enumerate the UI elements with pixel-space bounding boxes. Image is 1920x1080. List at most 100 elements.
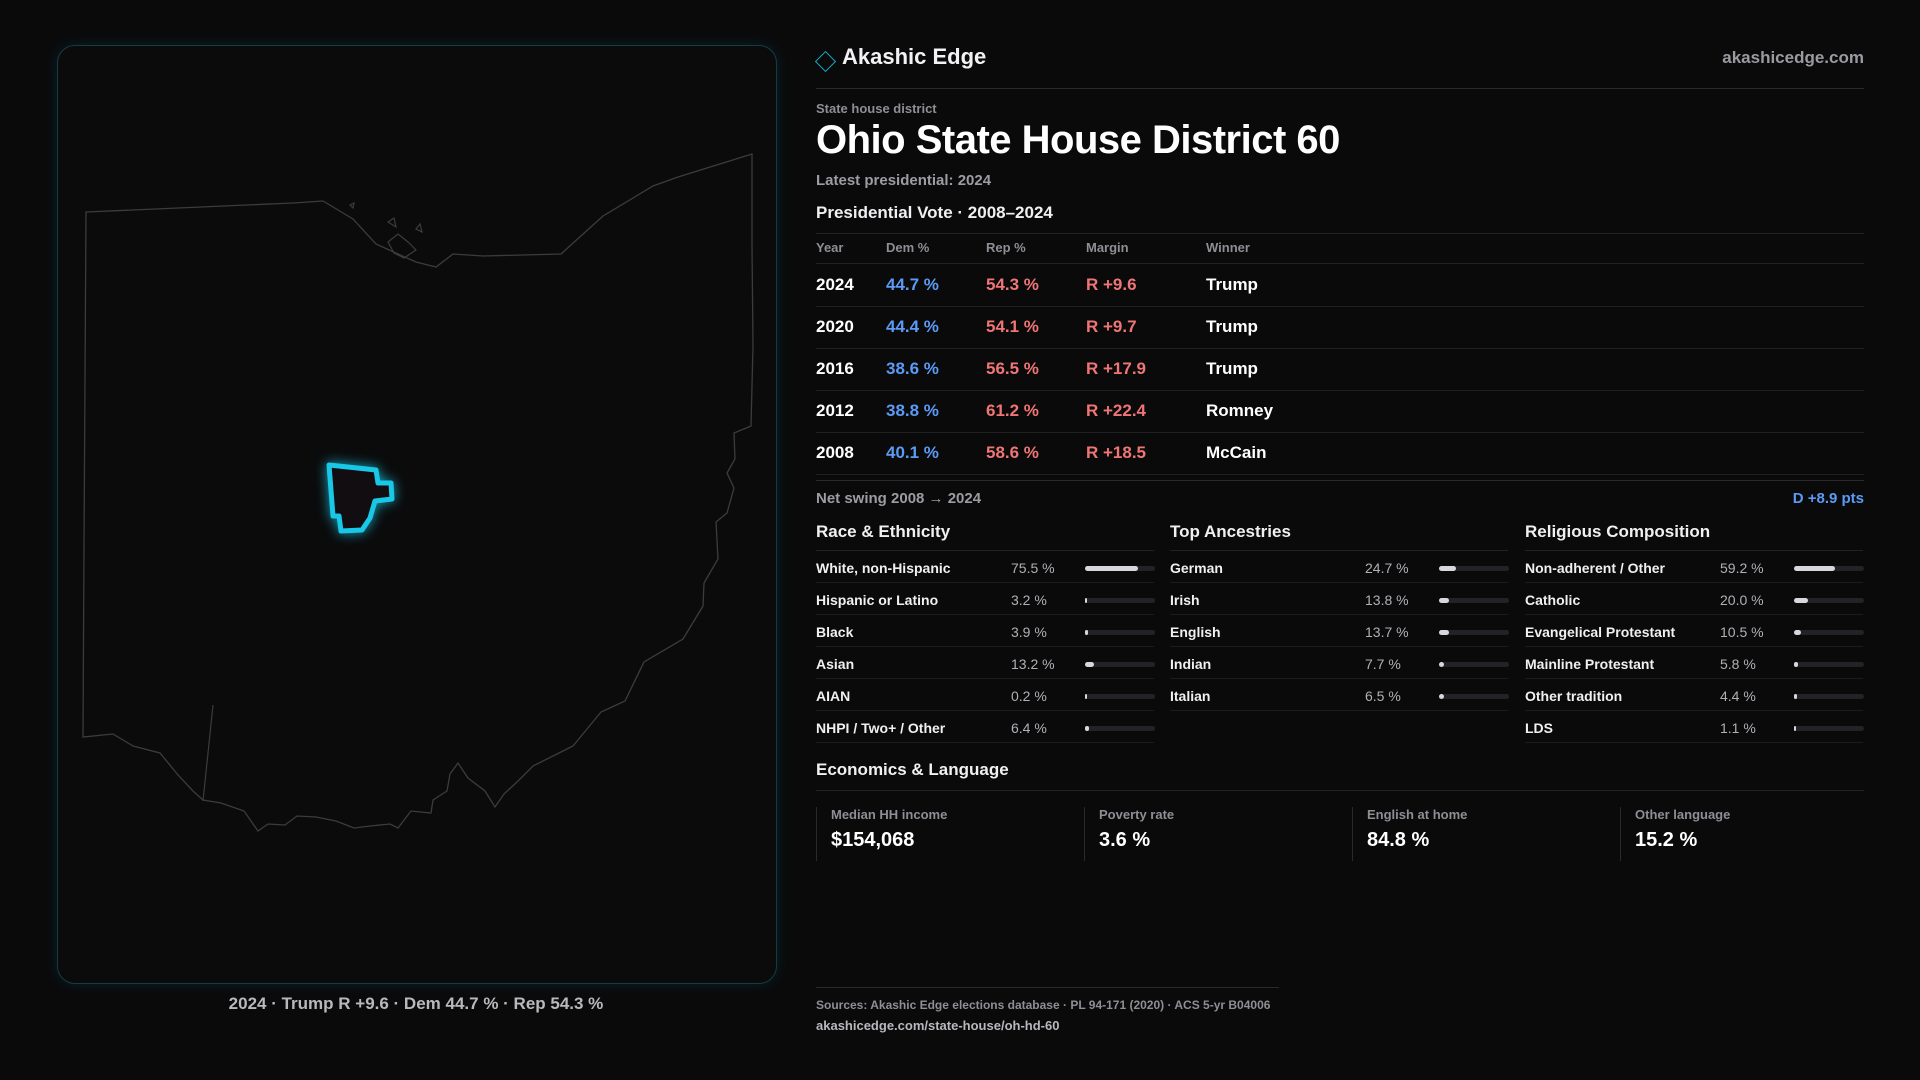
top-ancestries-heading: Top Ancestries [1170,520,1508,551]
item-value: 75.5 % [1011,560,1055,576]
item-bar [1085,662,1155,667]
race-ethnicity-heading: Race & Ethnicity [816,520,1154,551]
poverty-rate-stat: Poverty rate 3.6 % [1084,807,1333,861]
item-label: Indian [1170,656,1212,672]
district-map[interactable] [57,45,777,984]
item-label: LDS [1525,720,1553,736]
item-value: 20.0 % [1720,592,1764,608]
rep-pct-cell: 54.1 % [986,317,1039,336]
item-label: Mainline Protestant [1525,656,1655,672]
item-bar [1085,694,1155,699]
item-label: Asian [816,656,855,672]
item-bar [1794,598,1864,603]
margin-cell: R +9.7 [1086,317,1137,336]
margin-cell: R +22.4 [1086,401,1147,420]
margin-cell: R +9.6 [1086,275,1137,294]
english-at-home-stat: English at home 84.8 % [1352,807,1601,861]
item-bar-fill [1439,662,1445,667]
list-item: Asian 13.2 % [816,647,1155,679]
item-value: 7.7 % [1365,656,1401,672]
lake-erie-islands [348,201,423,259]
item-label: NHPI / Two+ / Other [816,720,946,736]
item-bar-fill [1794,694,1798,699]
item-label: Non-adherent / Other [1525,560,1666,576]
divider [816,263,1864,264]
item-label: Italian [1170,688,1211,704]
table-row: 2016 38.6 % 56.5 % R +17.9 Trump [816,348,1864,391]
table-row: 2024 44.7 % 54.3 % R +9.6 Trump [816,264,1864,307]
divider [816,233,1864,234]
stat-value: $154,068 [831,829,915,851]
sources-footer: Sources: Akashic Edge elections database… [816,987,1279,1033]
district-60-shape[interactable] [326,462,395,534]
list-item: German 24.7 % [1170,551,1509,583]
dem-pct-cell: 40.1 % [886,443,939,462]
list-item: English 13.7 % [1170,615,1509,647]
list-item: Hispanic or Latino 3.2 % [816,583,1155,615]
stat-label: Poverty rate [1099,807,1175,822]
list-item: Mainline Protestant 5.8 % [1525,647,1864,679]
list-item: Other tradition 4.4 % [1525,679,1864,711]
item-bar-fill [1794,598,1808,603]
item-bar-fill [1794,566,1836,571]
brand-header: Akashic Edge akashicedge.com [814,44,1864,89]
item-value: 0.2 % [1011,688,1047,704]
district-type-label: State house district [816,101,937,116]
other-language-stat: Other language 15.2 % [1620,807,1869,861]
religious-composition-panel: Religious Composition Non-adherent / Oth… [1525,520,1864,743]
item-value: 6.5 % [1365,688,1401,704]
item-bar-fill [1085,694,1087,699]
winner-cell: McCain [1206,443,1267,462]
item-bar-fill [1085,566,1138,571]
item-bar-fill [1794,630,1802,635]
list-item: Indian 7.7 % [1170,647,1509,679]
stat-value: 84.8 % [1367,829,1430,851]
item-bar-fill [1439,598,1449,603]
item-value: 13.7 % [1365,624,1409,640]
table-row: 2012 38.8 % 61.2 % R +22.4 Romney [816,390,1864,433]
dem-pct-cell: 44.7 % [886,275,939,294]
top-ancestries-panel: Top Ancestries German 24.7 % Irish 13.8 % … [1170,520,1509,711]
divider [816,790,1864,791]
item-label: Hispanic or Latino [816,592,939,608]
item-bar-fill [1085,598,1088,603]
dem-pct-cell: 44.4 % [886,317,939,336]
list-item: Irish 13.8 % [1170,583,1509,615]
item-value: 24.7 % [1365,560,1409,576]
stat-label: English at home [1367,807,1468,822]
list-item: Black 3.9 % [816,615,1155,647]
religious-composition-heading: Religious Composition [1525,520,1863,551]
item-bar [1085,630,1155,635]
year-cell: 2020 [816,317,854,336]
stat-label: Median HH income [831,807,948,822]
year-cell: 2012 [816,401,854,420]
sources-text: Sources: Akashic Edge elections database… [816,998,1271,1012]
winner-cell: Trump [1206,275,1258,294]
year-cell: 2008 [816,443,854,462]
list-item: NHPI / Two+ / Other 6.4 % [816,711,1155,743]
item-value: 4.4 % [1720,688,1756,704]
net-swing-value: D +8.9 pts [1792,490,1864,507]
item-bar [1794,694,1864,699]
item-label: Evangelical Protestant [1525,624,1676,640]
source-url-link[interactable]: akashicedge.com/state-house/oh-hd-60 [816,1018,1060,1033]
brand-name: Akashic Edge [842,44,987,69]
item-bar [1439,598,1509,603]
item-bar [1794,726,1864,731]
item-value: 13.8 % [1365,592,1409,608]
item-bar-fill [1085,726,1090,731]
rep-pct-cell: 61.2 % [986,401,1039,420]
item-value: 13.2 % [1011,656,1055,672]
brand-url-link[interactable]: akashicedge.com [1722,48,1864,67]
item-value: 5.8 % [1720,656,1756,672]
margin-cell: R +17.9 [1086,359,1147,378]
item-bar [1794,662,1864,667]
table-row: 2020 44.4 % 54.1 % R +9.7 Trump [816,306,1864,349]
item-bar-fill [1794,726,1796,731]
rep-pct-cell: 56.5 % [986,359,1039,378]
list-item: LDS 1.1 % [1525,711,1864,743]
stat-value: 3.6 % [1099,829,1151,851]
page-title: Ohio State House District 60 [816,118,1340,162]
median-income-stat: Median HH income $154,068 [816,807,1065,861]
table-row: 2008 40.1 % 58.6 % R +18.5 McCain [816,432,1864,475]
